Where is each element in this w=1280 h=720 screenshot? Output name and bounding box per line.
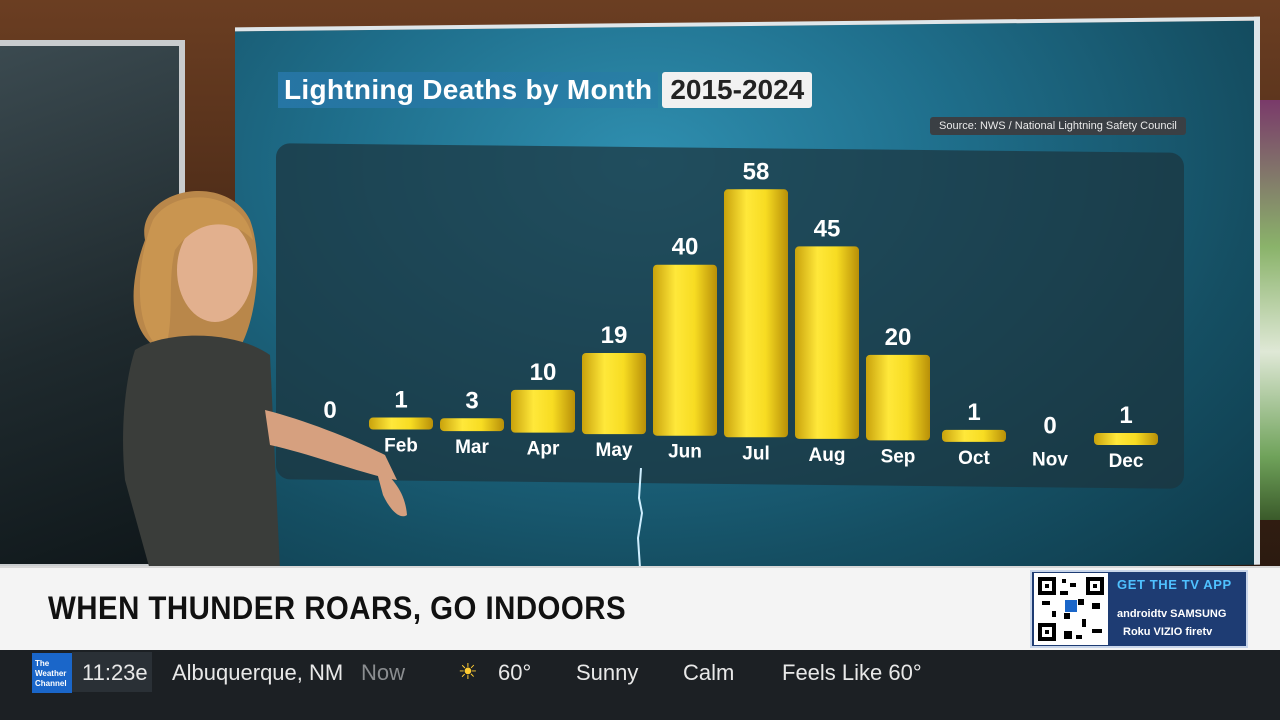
- value-label-dec: 1: [1119, 402, 1132, 429]
- month-label-oct: Oct: [958, 448, 990, 469]
- bar-oct: [942, 429, 1006, 442]
- value-label-mar: 3: [465, 387, 478, 414]
- app-promo-brands-2: Roku VIZIO firetv: [1123, 626, 1213, 638]
- month-label-nov: Nov: [1032, 449, 1068, 470]
- value-label-jun: 40: [672, 234, 699, 261]
- ticker-temp: 60°: [498, 660, 532, 685]
- value-label-oct: 1: [967, 399, 980, 426]
- month-label-apr: Apr: [527, 439, 560, 460]
- month-label-jun: Jun: [668, 442, 702, 463]
- ticker-feels-like: Feels Like 60°: [782, 660, 922, 685]
- value-label-sep: 20: [885, 324, 912, 351]
- month-label-jul: Jul: [742, 443, 769, 464]
- month-label-mar: Mar: [455, 437, 489, 458]
- ticker-city: Albuquerque, NM: [172, 660, 344, 685]
- bar-feb: [369, 417, 433, 430]
- value-label-jan: 0: [323, 397, 336, 424]
- value-label-nov: 0: [1043, 412, 1056, 439]
- bar-dec: [1094, 433, 1158, 445]
- month-label-sep: Sep: [881, 446, 916, 467]
- month-label-feb: Feb: [384, 436, 418, 457]
- month-label-may: May: [596, 440, 633, 461]
- app-promo-brands-1: androidtv SAMSUNG: [1117, 608, 1227, 620]
- ticker-condition: Sunny: [576, 660, 639, 685]
- value-label-aug: 45: [814, 215, 841, 242]
- ticker-time: 11:23e: [82, 660, 148, 685]
- app-promo-title: GET THE TV APP: [1117, 577, 1232, 592]
- value-label-jul: 58: [743, 158, 770, 185]
- sun-icon: ☀: [458, 659, 478, 684]
- bar-may: [582, 352, 646, 435]
- chart-title: Lightning Deaths by Month: [278, 72, 659, 108]
- headline: WHEN THUNDER ROARS, GO INDOORS: [48, 590, 627, 626]
- month-label-dec: Dec: [1109, 451, 1144, 472]
- bar-mar: [440, 418, 504, 432]
- value-label-may: 19: [601, 322, 628, 349]
- weather-channel-logo: The Weather Channel: [32, 653, 72, 693]
- bar-aug: [795, 246, 859, 439]
- presenter: [123, 191, 407, 570]
- bar-jun: [653, 264, 717, 436]
- bar-sep: [866, 354, 930, 441]
- chart-years: 2015-2024: [662, 72, 813, 108]
- lightning-bolt-graphic: [636, 468, 644, 568]
- bar-jul: [724, 189, 788, 438]
- weather-ticker: [0, 650, 1280, 720]
- chart-title-row: Lightning Deaths by Month 2015-2024: [278, 72, 813, 108]
- value-label-apr: 10: [530, 359, 557, 386]
- ticker-now: Now: [361, 660, 406, 685]
- ticker-wind: Calm: [683, 660, 735, 685]
- time-box: [72, 652, 152, 692]
- chart-source: Source: NWS / National Lightning Safety …: [930, 117, 1186, 135]
- month-label-aug: Aug: [809, 445, 846, 466]
- qr-code-icon: [1034, 573, 1108, 645]
- bar-apr: [511, 389, 575, 433]
- value-label-feb: 1: [394, 387, 407, 414]
